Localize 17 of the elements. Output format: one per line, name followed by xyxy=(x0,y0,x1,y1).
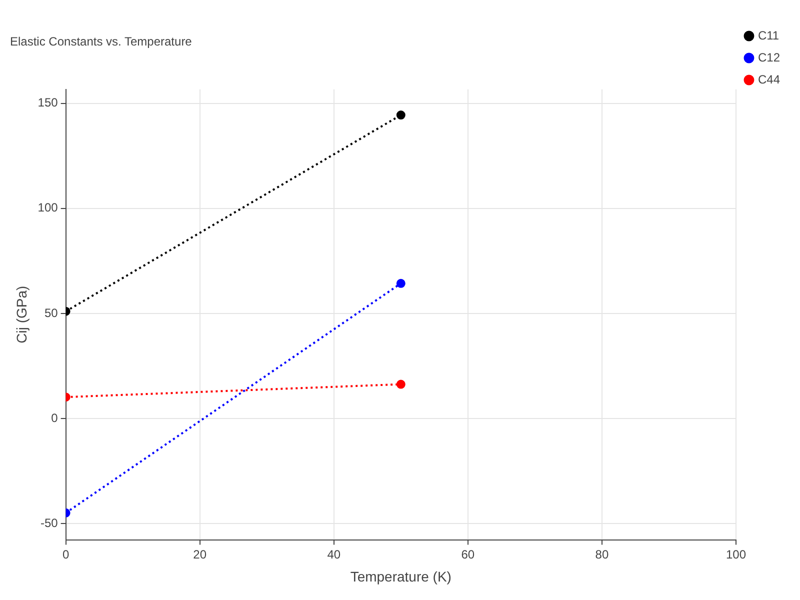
y-tick-label: 50 xyxy=(44,306,58,320)
y-tick-label: 100 xyxy=(38,200,58,215)
x-tick-label: 100 xyxy=(726,547,746,562)
x-tick-label: 80 xyxy=(595,547,609,562)
x-axis-title: Temperature (K) xyxy=(350,568,452,584)
x-tick-label: 20 xyxy=(193,547,207,562)
x-tick-label: 60 xyxy=(461,547,475,562)
chart-title: Elastic Constants vs. Temperature xyxy=(10,34,192,49)
legend-label: C12 xyxy=(758,50,780,64)
y-axis-title: Cij (GPa) xyxy=(13,286,30,344)
y-tick-label: 150 xyxy=(38,96,58,110)
x-tick-label: 0 xyxy=(62,547,70,562)
legend-label: C44 xyxy=(758,72,780,86)
y-tick-label: 0 xyxy=(51,410,58,425)
x-tick-label: 40 xyxy=(327,547,341,562)
y-tick-label: -50 xyxy=(40,516,58,530)
legend-label: C11 xyxy=(758,28,780,42)
